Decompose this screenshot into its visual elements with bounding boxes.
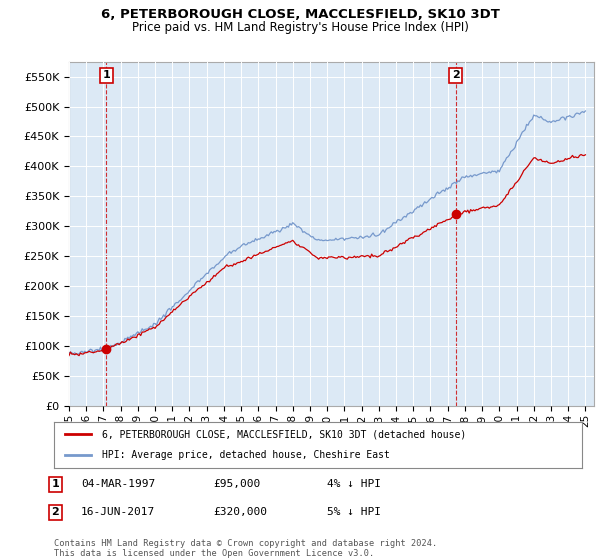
- Text: 6, PETERBOROUGH CLOSE, MACCLESFIELD, SK10 3DT (detached house): 6, PETERBOROUGH CLOSE, MACCLESFIELD, SK1…: [101, 429, 466, 439]
- Text: Price paid vs. HM Land Registry's House Price Index (HPI): Price paid vs. HM Land Registry's House …: [131, 21, 469, 34]
- Text: £320,000: £320,000: [213, 507, 267, 517]
- Text: 1: 1: [52, 479, 59, 489]
- Text: Contains HM Land Registry data © Crown copyright and database right 2024.
This d: Contains HM Land Registry data © Crown c…: [54, 539, 437, 558]
- Text: 2: 2: [452, 71, 460, 81]
- Text: 1: 1: [103, 71, 110, 81]
- Text: 04-MAR-1997: 04-MAR-1997: [81, 479, 155, 489]
- Text: 6, PETERBOROUGH CLOSE, MACCLESFIELD, SK10 3DT: 6, PETERBOROUGH CLOSE, MACCLESFIELD, SK1…: [101, 8, 499, 21]
- Text: 16-JUN-2017: 16-JUN-2017: [81, 507, 155, 517]
- Text: 4% ↓ HPI: 4% ↓ HPI: [327, 479, 381, 489]
- Text: 5% ↓ HPI: 5% ↓ HPI: [327, 507, 381, 517]
- Text: 2: 2: [52, 507, 59, 517]
- Text: HPI: Average price, detached house, Cheshire East: HPI: Average price, detached house, Ches…: [101, 450, 389, 460]
- Text: £95,000: £95,000: [213, 479, 260, 489]
